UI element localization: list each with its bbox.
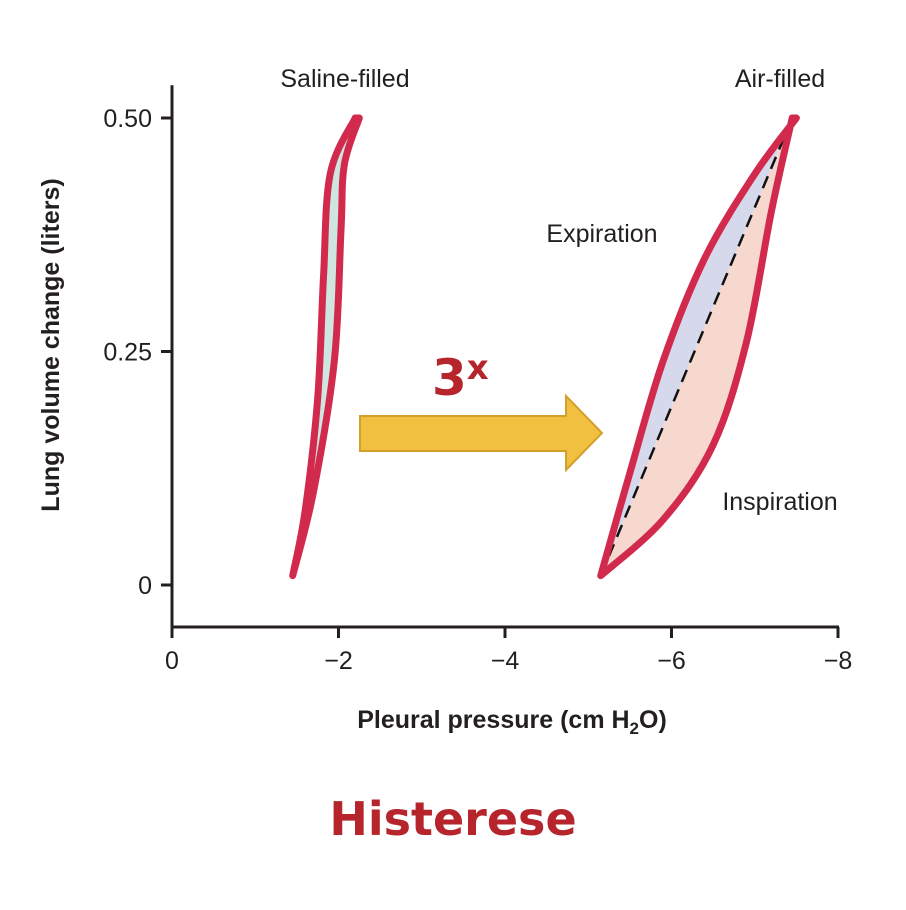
x-tick-label-4: −8 (824, 647, 853, 675)
multiplier-number: 3 (432, 349, 467, 407)
multiplier-suffix: x (467, 348, 489, 388)
x-tick-label-2: −4 (491, 647, 520, 675)
y-tick-label-2: 0.50 (103, 105, 152, 133)
x-tick-label-0: 0 (165, 647, 179, 675)
x-axis-title: Pleural pressure (cm H2O) (357, 706, 667, 738)
y-axis-title: Lung volume change (liters) (37, 178, 65, 511)
y-tick-label-0: 0 (138, 572, 152, 600)
saline-filled-label: Saline-filled (280, 65, 409, 93)
expiration-label: Expiration (546, 220, 657, 248)
caption-title: Histerese (329, 792, 577, 846)
x-tick-label-1: −2 (324, 647, 353, 675)
inspiration-label: Inspiration (722, 488, 837, 516)
inspiration-area (600, 118, 793, 576)
multiplier-label: 3x (432, 348, 489, 407)
air-filled-label: Air-filled (735, 65, 825, 93)
saline-loop-fill (292, 118, 360, 576)
y-tick-label-1: 0.25 (103, 339, 152, 367)
air-loop-outline (597, 114, 800, 580)
right-arrow (359, 393, 604, 473)
x-tick-label-3: −6 (657, 647, 686, 675)
saline-loop-outline (289, 114, 363, 580)
hysteresis-chart: 0 −2 −4 −6 −8 0 0.25 0.50 Pleural pressure (cm … (37, 65, 853, 738)
